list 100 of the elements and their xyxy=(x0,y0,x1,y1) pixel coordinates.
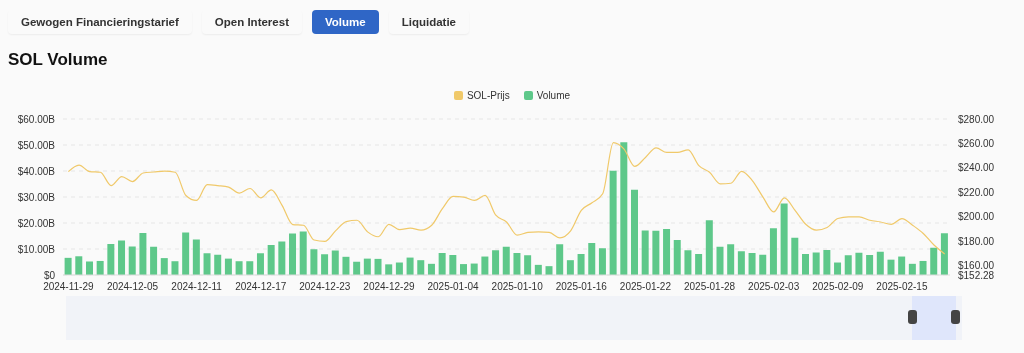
y2-tick-label: $280.00 xyxy=(958,113,995,125)
bar xyxy=(716,246,724,275)
bar xyxy=(641,230,649,275)
bar xyxy=(289,233,297,275)
line-series xyxy=(67,141,946,255)
legend-label: Volume xyxy=(536,90,571,101)
tab-button: Open Interest xyxy=(201,10,302,34)
bar xyxy=(609,170,617,275)
x-tick-label: 2025-02-03 xyxy=(748,281,800,293)
bar xyxy=(598,248,606,275)
bar xyxy=(887,259,895,275)
y2-tick-label: $200.00 xyxy=(958,211,995,223)
bar xyxy=(940,233,948,275)
x-tick-label: 2024-12-05 xyxy=(106,281,159,293)
x-tick-label: 2025-01-28 xyxy=(683,281,736,293)
bar xyxy=(919,260,927,275)
y-tick-label: $30.00B xyxy=(17,191,56,203)
bar xyxy=(342,256,350,275)
bar xyxy=(118,240,126,275)
bar xyxy=(310,249,318,275)
bar xyxy=(363,258,371,275)
bar xyxy=(898,256,906,275)
x-tick-label: 2025-01-16 xyxy=(555,281,608,293)
x-tick-label: 2025-02-09 xyxy=(812,281,864,293)
bar xyxy=(545,266,553,275)
x-tick-label: 2024-12-11 xyxy=(171,281,223,293)
y2-tick-label: $180.00 xyxy=(958,235,995,247)
bar xyxy=(695,253,703,275)
bar xyxy=(801,253,809,275)
bar xyxy=(769,228,777,275)
y2-tick-label: $260.00 xyxy=(958,137,995,149)
bar xyxy=(930,247,938,275)
bar xyxy=(427,263,435,275)
bar xyxy=(299,231,307,275)
bar xyxy=(492,250,500,275)
bar xyxy=(321,254,329,275)
bar xyxy=(331,250,339,275)
tab-button: Gewogen Financieringstarief xyxy=(8,10,192,34)
bar xyxy=(502,246,510,275)
bar xyxy=(631,189,638,275)
bar xyxy=(652,230,660,275)
bar xyxy=(908,263,916,275)
y-tick-label: $0 xyxy=(43,269,56,281)
bar xyxy=(267,245,275,275)
bar xyxy=(150,246,158,275)
bar xyxy=(780,203,788,275)
bar xyxy=(449,254,457,275)
bar xyxy=(192,239,200,275)
bar xyxy=(171,261,179,275)
x-tick-label: 2025-01-04 xyxy=(427,281,480,293)
y-tick-label: $60.00B xyxy=(17,113,56,125)
tab-button: Liquidatie xyxy=(388,10,469,34)
bar xyxy=(823,250,831,275)
bar xyxy=(748,252,756,275)
bar xyxy=(64,257,72,275)
x-tick-label: 2024-12-23 xyxy=(299,281,351,293)
y2-tick-label: $220.00 xyxy=(958,186,995,198)
bar xyxy=(214,254,222,275)
bar xyxy=(556,244,564,275)
y2-tick-label: $152.28 xyxy=(958,269,995,281)
bar xyxy=(577,253,585,275)
bar xyxy=(812,252,820,275)
chart-title: SOL Volume xyxy=(8,50,108,70)
bar xyxy=(759,254,767,275)
bar xyxy=(160,258,168,275)
bar xyxy=(588,243,596,275)
bar xyxy=(513,252,521,275)
bar xyxy=(791,237,799,275)
bar xyxy=(96,260,104,275)
bar xyxy=(417,260,425,275)
bar xyxy=(684,250,692,275)
bar xyxy=(85,261,93,275)
bar xyxy=(844,255,852,275)
y-tick-label: $10.00B xyxy=(17,243,56,255)
bar xyxy=(224,258,232,275)
bar xyxy=(353,261,361,275)
bar xyxy=(524,255,532,275)
bar xyxy=(406,257,414,275)
bar xyxy=(737,251,745,275)
x-tick-label: 2024-11-29 xyxy=(43,281,94,293)
bar xyxy=(460,264,468,275)
x-tick-label: 2025-01-10 xyxy=(491,281,544,293)
bar xyxy=(620,142,628,275)
y-tick-label: $50.00B xyxy=(17,139,56,151)
tab-button: Volume xyxy=(312,10,379,34)
bar xyxy=(256,253,264,275)
bar xyxy=(385,264,393,275)
y2-tick-label: $240.00 xyxy=(958,162,995,174)
y2-tick-label: $160.00 xyxy=(958,260,995,272)
bar xyxy=(107,244,115,275)
bar xyxy=(673,239,681,275)
x-tick-label: 2025-02-15 xyxy=(876,281,928,293)
bar xyxy=(663,228,671,275)
bar xyxy=(128,246,136,275)
y-tick-label: $40.00B xyxy=(17,165,56,177)
bar xyxy=(866,254,874,275)
y-tick-label: $20.00B xyxy=(17,217,56,229)
bar xyxy=(566,260,574,275)
bar xyxy=(246,261,254,275)
bar xyxy=(876,251,884,275)
